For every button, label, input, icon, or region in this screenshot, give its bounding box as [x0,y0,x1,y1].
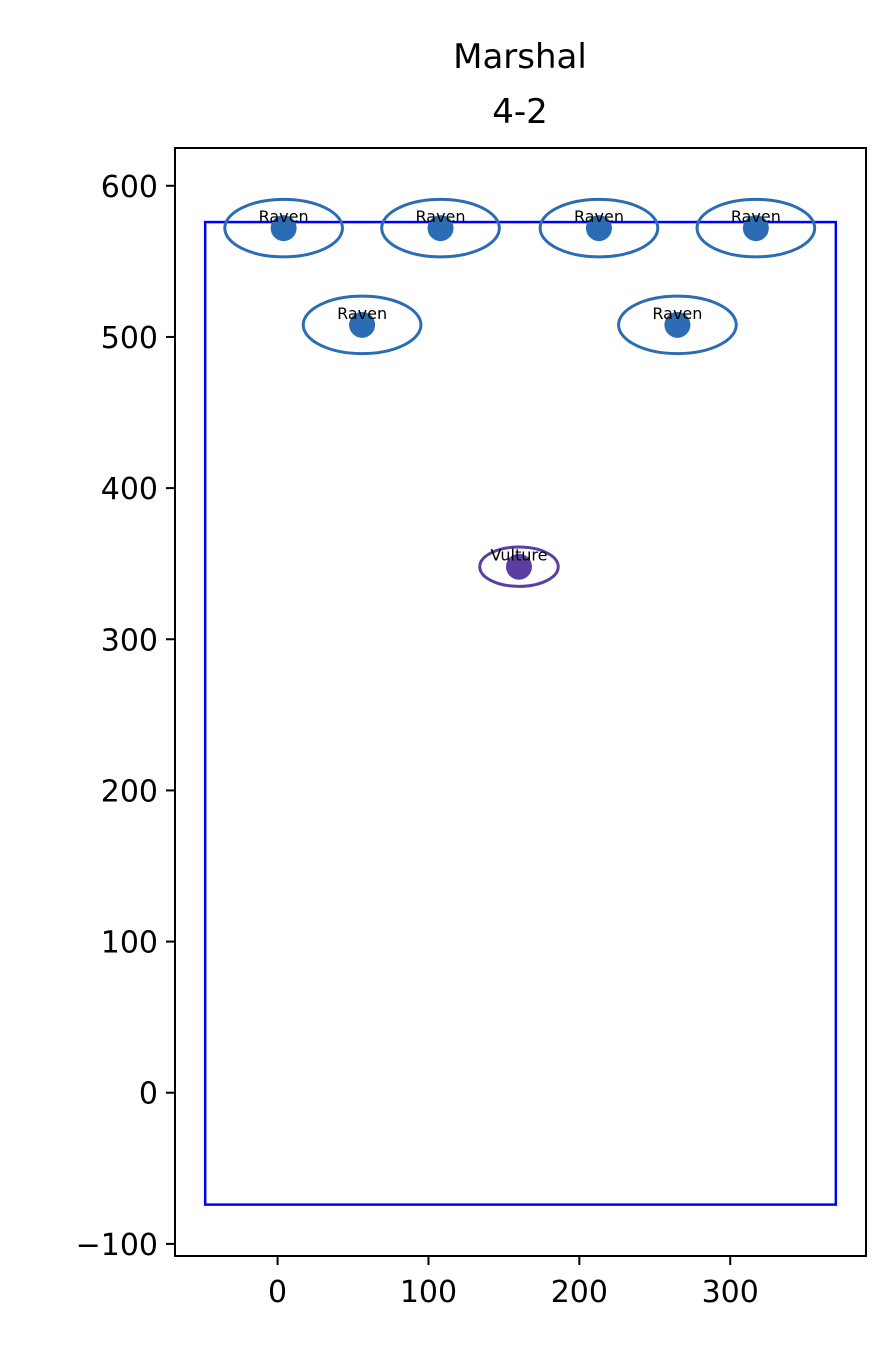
boundary-rect [203,220,838,1206]
chart-title-line-2: 4-2 [492,92,548,132]
x-tick-label: 300 [702,1275,759,1310]
y-tick-label: 300 [101,623,158,658]
data-point [585,215,612,242]
point-label: Vulture [491,546,548,565]
x-tick-label: 0 [268,1275,287,1310]
y-tick-label: 600 [101,170,158,205]
y-tick-label: 0 [139,1077,158,1112]
point-ellipse [478,545,560,588]
point-ellipse [695,197,817,259]
point-ellipse [538,197,660,259]
data-point [664,311,691,338]
point-label: Raven [574,207,624,226]
point-ellipse [617,294,738,356]
x-tick-label: 100 [400,1275,457,1310]
point-label: Raven [259,207,309,226]
y-tick-label: 100 [101,926,158,961]
data-point [427,215,454,242]
data-point [505,553,532,580]
y-tick-label: 400 [101,472,158,507]
y-tick-label: −100 [76,1228,158,1263]
axes-frame [174,147,867,1257]
point-label: Raven [337,304,387,323]
chart-title-line-1: Marshal [453,37,587,77]
y-tick-label: 500 [101,321,158,356]
point-ellipse [223,197,344,259]
y-tick-label: 200 [101,774,158,809]
x-tick-label: 200 [551,1275,608,1310]
data-point [349,311,376,338]
data-point [742,215,769,242]
data-point [270,215,297,242]
point-ellipse [301,294,423,356]
point-ellipse [380,197,501,259]
point-label: Raven [731,207,781,226]
point-label: Raven [416,207,466,226]
point-label: Raven [652,304,702,323]
